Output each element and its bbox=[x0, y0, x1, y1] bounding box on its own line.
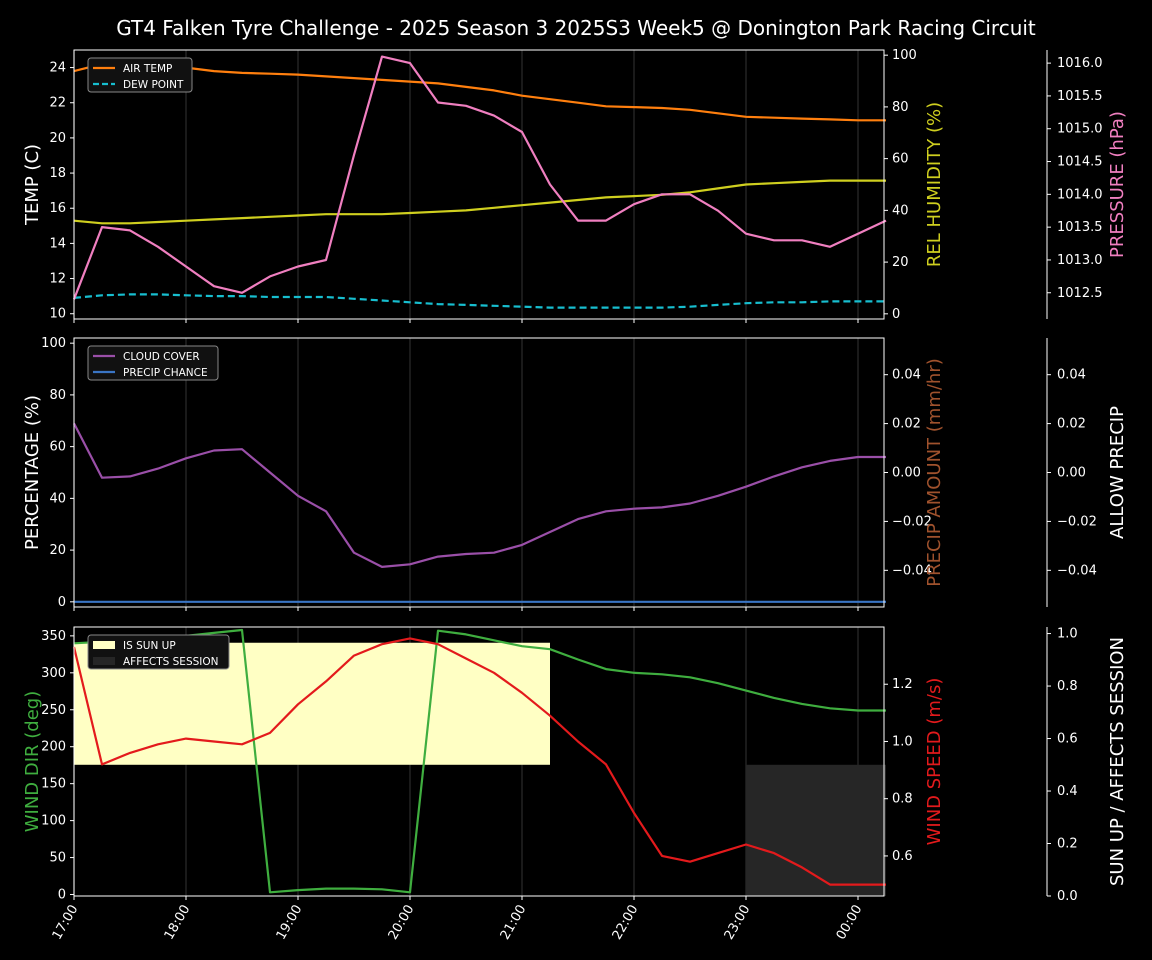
y-left-tick-label: 80 bbox=[49, 388, 66, 403]
series-rel-humidity bbox=[73, 179, 886, 225]
series-dew-point bbox=[73, 293, 886, 309]
y-left-tick-label: 50 bbox=[49, 851, 66, 866]
y-right-tick-label: 80 bbox=[892, 100, 909, 115]
y-left-axis-label: WIND DIR (deg) bbox=[22, 691, 43, 833]
y-far-right-tick-label: 1.0 bbox=[1057, 627, 1078, 642]
y-right-tick-label: 0.00 bbox=[892, 466, 921, 481]
y-far-right-tick-label: 1016.0 bbox=[1057, 56, 1103, 71]
y-far-right-tick-label: 1013.0 bbox=[1057, 253, 1103, 268]
legend-box bbox=[87, 345, 219, 381]
y-right-axis-label: PRECIP AMOUNT (mm/hr) bbox=[924, 358, 945, 587]
y-far-right-tick-label: 0.0 bbox=[1057, 889, 1078, 904]
y-left-tick-label: 20 bbox=[49, 131, 66, 146]
y-left-tick-label: 150 bbox=[41, 777, 66, 792]
y-far-right-tick-label: −0.02 bbox=[1057, 514, 1097, 529]
affects-session-band bbox=[746, 764, 886, 896]
series-air-temp bbox=[73, 62, 886, 122]
legend: AIR TEMP DEW POINT bbox=[87, 57, 193, 93]
legend-box bbox=[87, 634, 230, 670]
y-right-tick-label: 1.2 bbox=[892, 677, 913, 692]
y-left-tick-label: 16 bbox=[49, 201, 66, 216]
y-left-tick-label: 0 bbox=[58, 595, 66, 610]
panel-2: 0 20 40 60 80 100 −0.04 −0.02 0.00 0.02 0.04 −0.04 −… bbox=[22, 336, 1128, 611]
y-left-tick-label: 250 bbox=[41, 703, 66, 718]
legend-label: AIR TEMP bbox=[123, 63, 172, 75]
y-far-right-tick-label: 0.02 bbox=[1057, 417, 1086, 432]
y-right-tick-label: 100 bbox=[892, 48, 917, 63]
y-left-tick-label: 60 bbox=[49, 440, 66, 455]
y-right-tick-label: 0.6 bbox=[892, 849, 913, 864]
y-right-tick-label: 0.8 bbox=[892, 792, 913, 807]
y-far-right-tick-label: 1015.0 bbox=[1057, 122, 1103, 137]
y-left-tick-label: 18 bbox=[49, 166, 66, 181]
series-wind-dir bbox=[73, 628, 886, 894]
y-far-right-tick-label: 1014.0 bbox=[1057, 187, 1103, 202]
y-far-right-tick-label: 0.04 bbox=[1057, 368, 1086, 383]
legend-swatch bbox=[93, 641, 115, 649]
y-right-tick-label: 0.04 bbox=[892, 368, 921, 383]
y-left-tick-label: 100 bbox=[41, 336, 66, 351]
y-right-tick-label: −0.02 bbox=[892, 514, 932, 529]
y-left-tick-label: 100 bbox=[41, 814, 66, 829]
y-far-right-axis-label: ALLOW PRECIP bbox=[1107, 406, 1128, 539]
series-wind-speed bbox=[72, 637, 886, 886]
y-far-right-tick-label: 1012.5 bbox=[1057, 286, 1103, 301]
y-far-right-axis-label: PRESSURE (hPa) bbox=[1107, 111, 1128, 258]
y-left-tick-label: 200 bbox=[41, 740, 66, 755]
y-left-tick-label: 20 bbox=[49, 543, 66, 558]
y-right-tick-label: 0 bbox=[892, 307, 900, 322]
y-left-tick-label: 12 bbox=[49, 272, 66, 287]
y-far-right-tick-label: 1015.5 bbox=[1057, 89, 1103, 104]
y-right-axis-label: REL HUMIDITY (%) bbox=[924, 102, 945, 267]
y-left-tick-label: 14 bbox=[49, 236, 66, 251]
y-far-right-tick-label: 0.4 bbox=[1057, 784, 1078, 799]
plot-frame bbox=[73, 626, 885, 897]
y-left-tick-label: 22 bbox=[49, 96, 66, 111]
y-left-tick-label: 24 bbox=[49, 61, 66, 76]
y-far-right-tick-label: 1014.5 bbox=[1057, 155, 1103, 170]
y-far-right-tick-label: −0.04 bbox=[1057, 563, 1097, 578]
y-far-right-tick-label: 0.8 bbox=[1057, 679, 1078, 694]
legend-label: AFFECTS SESSION bbox=[123, 656, 219, 668]
y-right-tick-label: 60 bbox=[892, 152, 909, 167]
y-left-tick-label: 0 bbox=[58, 888, 66, 903]
y-left-tick-label: 10 bbox=[49, 307, 66, 322]
y-far-right-tick-label: 1013.5 bbox=[1057, 220, 1103, 235]
y-right-axis-label: WIND SPEED (m/s) bbox=[924, 678, 945, 846]
y-far-right-tick-label: 0.2 bbox=[1057, 837, 1078, 852]
legend: CLOUD COVER PRECIP CHANCE bbox=[87, 345, 219, 381]
y-far-right-tick-label: 0.6 bbox=[1057, 732, 1078, 747]
y-left-axis-label: TEMP (C) bbox=[22, 144, 43, 226]
series-cloud-cover bbox=[73, 422, 886, 569]
chart-title: GT4 Falken Tyre Challenge - 2025 Season … bbox=[116, 16, 1036, 40]
y-right-tick-label: 40 bbox=[892, 203, 909, 218]
y-right-tick-label: −0.04 bbox=[892, 563, 932, 578]
legend-label: PRECIP CHANCE bbox=[123, 367, 208, 379]
panel-1: 10 12 14 16 18 20 22 24 0 20 40 60 80 100 1012.5 1013.0… bbox=[22, 48, 1128, 323]
series-pressure bbox=[72, 55, 887, 300]
y-right-tick-label: 0.02 bbox=[892, 417, 921, 432]
legend-label: CLOUD COVER bbox=[123, 351, 200, 363]
y-far-right-axis-label: SUN UP / AFFECTS SESSION bbox=[1107, 637, 1128, 886]
legend-label: IS SUN UP bbox=[123, 640, 176, 652]
y-left-tick-label: 350 bbox=[41, 629, 66, 644]
plot-frame bbox=[73, 49, 885, 320]
chart-panels: 10 12 14 16 18 20 22 24 0 20 40 60 80 100 1012.5 1013.0… bbox=[22, 48, 1128, 942]
legend: IS SUN UP AFFECTS SESSION bbox=[87, 634, 230, 670]
y-left-tick-label: 300 bbox=[41, 666, 66, 681]
y-right-tick-label: 20 bbox=[892, 255, 909, 270]
y-far-right-tick-label: 0.00 bbox=[1057, 466, 1086, 481]
y-right-tick-label: 1.0 bbox=[892, 734, 913, 749]
y-left-tick-label: 40 bbox=[49, 491, 66, 506]
legend-swatch bbox=[93, 657, 115, 665]
y-left-axis-label: PERCENTAGE (%) bbox=[22, 395, 43, 550]
legend-label: DEW POINT bbox=[123, 79, 184, 91]
